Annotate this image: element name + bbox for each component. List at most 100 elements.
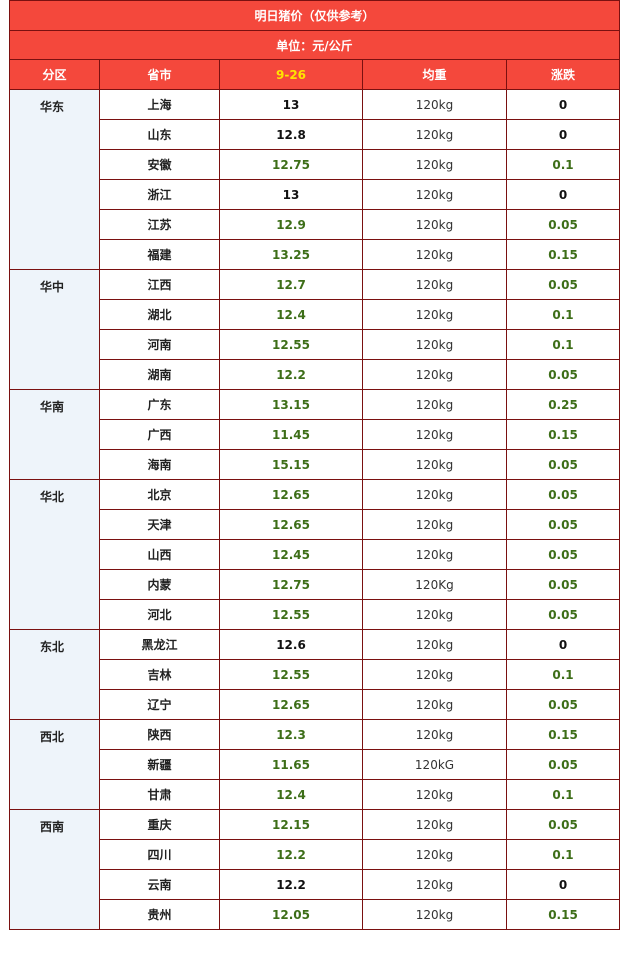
change-cell: 0.05 bbox=[506, 449, 620, 480]
change-cell: 0.1 bbox=[506, 659, 620, 690]
table-row: 湖南 12.2 120kg 0.05 bbox=[10, 359, 620, 390]
weight-cell: 120kg bbox=[362, 239, 507, 270]
province-cell: 广东 bbox=[99, 389, 220, 420]
weight-cell: 120kg bbox=[362, 599, 507, 630]
province-cell: 吉林 bbox=[99, 659, 220, 690]
table-row: 天津 12.65 120kg 0.05 bbox=[10, 509, 620, 540]
change-cell: 0.05 bbox=[506, 569, 620, 600]
weight-cell: 120kg bbox=[362, 359, 507, 390]
price-cell: 12.7 bbox=[219, 269, 363, 300]
price-cell: 12.55 bbox=[219, 599, 363, 630]
change-cell: 0 bbox=[506, 119, 620, 150]
change-cell: 0.05 bbox=[506, 809, 620, 840]
price-cell: 12.55 bbox=[219, 329, 363, 360]
province-cell: 山西 bbox=[99, 539, 220, 570]
price-cell: 12.65 bbox=[219, 689, 363, 720]
province-cell: 辽宁 bbox=[99, 689, 220, 720]
weight-cell: 120kg bbox=[362, 869, 507, 900]
table-row: 华中 江西 12.7 120kg 0.05 bbox=[9, 269, 620, 390]
region-cell: 西北 bbox=[9, 719, 100, 810]
weight-cell: 120kg bbox=[362, 389, 507, 420]
weight-cell: 120kg bbox=[362, 809, 507, 840]
table-row: 云南 12.2 120kg 0 bbox=[10, 869, 620, 900]
weight-cell: 120kg bbox=[362, 899, 507, 930]
weight-cell: 120Kg bbox=[362, 569, 507, 600]
province-cell: 四川 bbox=[99, 839, 220, 870]
table-row: 华北 北京 12.65 120kg 0.05 bbox=[9, 479, 620, 630]
province-cell: 内蒙 bbox=[99, 569, 220, 600]
table-row: 山东 12.8 120kg 0 bbox=[10, 119, 620, 150]
table-row: 甘肃 12.4 120kg 0.1 bbox=[10, 779, 620, 810]
table-row: 海南 15.15 120kg 0.05 bbox=[10, 449, 620, 480]
table-row: 西北 陕西 12.3 120kg 0.15 bbox=[9, 719, 620, 810]
province-cell: 北京 bbox=[99, 479, 220, 510]
province-cell: 黑龙江 bbox=[99, 629, 220, 660]
region-cell: 华东 bbox=[9, 89, 100, 270]
price-cell: 12.45 bbox=[219, 539, 363, 570]
change-cell: 0.1 bbox=[506, 839, 620, 870]
province-cell: 河南 bbox=[99, 329, 220, 360]
change-cell: 0.05 bbox=[506, 479, 620, 510]
province-cell: 山东 bbox=[99, 119, 220, 150]
province-cell: 陕西 bbox=[99, 719, 220, 750]
weight-cell: 120kg bbox=[362, 509, 507, 540]
table-row: 华东 上海 13 120kg 0 bbox=[9, 89, 620, 270]
change-cell: 0.05 bbox=[506, 599, 620, 630]
region-cell: 东北 bbox=[9, 629, 100, 720]
weight-cell: 120kg bbox=[362, 629, 507, 660]
province-cell: 安徽 bbox=[99, 149, 220, 180]
change-cell: 0 bbox=[506, 629, 620, 660]
table-row: 福建 13.25 120kg 0.15 bbox=[10, 239, 620, 270]
header-change: 涨跌 bbox=[506, 59, 620, 90]
province-cell: 江西 bbox=[99, 269, 220, 300]
weight-cell: 120kg bbox=[362, 449, 507, 480]
province-cell: 上海 bbox=[99, 89, 220, 120]
province-cell: 广西 bbox=[99, 419, 220, 450]
weight-cell: 120kg bbox=[362, 719, 507, 750]
weight-cell: 120kg bbox=[362, 779, 507, 810]
province-cell: 甘肃 bbox=[99, 779, 220, 810]
weight-cell: 120kG bbox=[362, 749, 507, 780]
province-cell: 云南 bbox=[99, 869, 220, 900]
change-cell: 0 bbox=[506, 869, 620, 900]
price-cell: 11.45 bbox=[219, 419, 363, 450]
table-row: 河北 12.55 120kg 0.05 bbox=[10, 599, 620, 630]
price-cell: 12.15 bbox=[219, 809, 363, 840]
province-cell: 重庆 bbox=[99, 809, 220, 840]
change-cell: 0 bbox=[506, 179, 620, 210]
price-cell: 12.3 bbox=[219, 719, 363, 750]
region-cell: 华南 bbox=[9, 389, 100, 480]
change-cell: 0.05 bbox=[506, 269, 620, 300]
change-cell: 0.15 bbox=[506, 719, 620, 750]
table-row: 新疆 11.65 120kG 0.05 bbox=[10, 749, 620, 780]
weight-cell: 120kg bbox=[362, 539, 507, 570]
price-cell: 12.4 bbox=[219, 779, 363, 810]
table-row: 安徽 12.75 120kg 0.1 bbox=[10, 149, 620, 180]
change-cell: 0.05 bbox=[506, 689, 620, 720]
weight-cell: 120kg bbox=[362, 209, 507, 240]
table-row: 华南 广东 13.15 120kg 0.25 bbox=[9, 389, 620, 480]
province-cell: 福建 bbox=[99, 239, 220, 270]
table-row: 辽宁 12.65 120kg 0.05 bbox=[10, 689, 620, 720]
price-cell: 15.15 bbox=[219, 449, 363, 480]
table-row: 吉林 12.55 120kg 0.1 bbox=[10, 659, 620, 690]
table-row: 山西 12.45 120kg 0.05 bbox=[10, 539, 620, 570]
price-cell: 12.2 bbox=[219, 839, 363, 870]
region-cell: 西南 bbox=[9, 809, 100, 930]
price-cell: 12.75 bbox=[219, 149, 363, 180]
weight-cell: 120kg bbox=[362, 299, 507, 330]
unit-label: 单位：元/公斤 bbox=[9, 30, 620, 60]
province-cell: 天津 bbox=[99, 509, 220, 540]
region-cell: 华中 bbox=[9, 269, 100, 390]
weight-cell: 120kg bbox=[362, 659, 507, 690]
change-cell: 0.1 bbox=[506, 329, 620, 360]
change-cell: 0.1 bbox=[506, 299, 620, 330]
header-weight: 均重 bbox=[362, 59, 507, 90]
change-cell: 0.15 bbox=[506, 239, 620, 270]
change-cell: 0.1 bbox=[506, 149, 620, 180]
change-cell: 0.05 bbox=[506, 359, 620, 390]
change-cell: 0.25 bbox=[506, 389, 620, 420]
price-cell: 12.65 bbox=[219, 509, 363, 540]
change-cell: 0 bbox=[506, 89, 620, 120]
price-cell: 13 bbox=[219, 89, 363, 120]
